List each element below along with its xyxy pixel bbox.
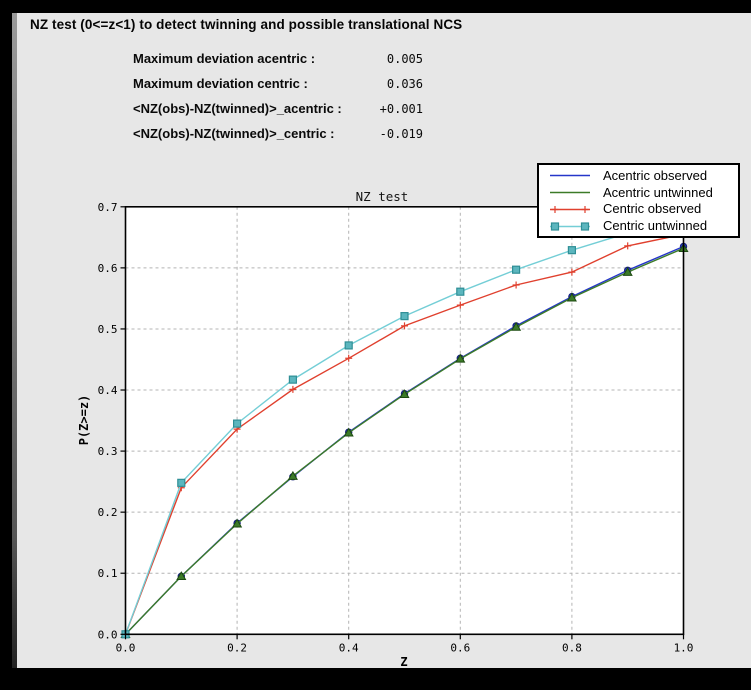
stat-row-nz-diff-acentric: <NZ(obs)-NZ(twinned)>_acentric : +0.001 <box>133 100 423 117</box>
stat-value: -0.019 <box>379 126 423 141</box>
legend-line-sample-icon <box>550 222 590 231</box>
stat-row-max-dev-centric: Maximum deviation centric : 0.036 <box>133 75 423 92</box>
svg-text:0.0: 0.0 <box>116 641 136 654</box>
svg-text:0.4: 0.4 <box>98 384 118 397</box>
chart-legend: Acentric observed Acentric untwinned Cen… <box>537 163 740 238</box>
svg-text:0.2: 0.2 <box>98 506 118 519</box>
stat-label: Maximum deviation centric : <box>133 76 308 91</box>
svg-text:0.5: 0.5 <box>98 323 118 336</box>
legend-label: Centric observed <box>603 201 702 217</box>
legend-label: Acentric untwinned <box>603 184 713 200</box>
svg-text:0.1: 0.1 <box>98 567 118 580</box>
stat-label: Maximum deviation acentric : <box>133 51 316 66</box>
legend-line-sample-icon <box>550 191 590 194</box>
svg-text:0.2: 0.2 <box>227 641 247 654</box>
stat-row-nz-diff-centric: <NZ(obs)-NZ(twinned)>_centric : -0.019 <box>133 125 423 142</box>
legend-label: Acentric observed <box>603 167 708 183</box>
legend-label: Centric untwinned <box>603 218 708 234</box>
legend-line-sample-icon <box>550 175 590 177</box>
legend-line-sample-icon <box>550 205 590 213</box>
stat-row-max-dev-acentric: Maximum deviation acentric : 0.005 <box>133 50 423 67</box>
stat-value: 0.036 <box>386 76 423 91</box>
stat-label: <NZ(obs)-NZ(twinned)>_acentric : <box>133 101 342 116</box>
svg-text:NZ test: NZ test <box>356 189 409 204</box>
legend-item-acentric-observed: Acentric observed <box>539 167 738 184</box>
svg-text:0.3: 0.3 <box>98 445 118 458</box>
window-edge <box>12 13 17 668</box>
stat-value: +0.001 <box>379 101 423 116</box>
svg-text:P(Z>=z): P(Z>=z) <box>77 395 91 446</box>
svg-text:0.4: 0.4 <box>339 641 359 654</box>
legend-item-acentric-untwinned: Acentric untwinned <box>539 184 738 201</box>
legend-item-centric-untwinned: Centric untwinned <box>539 217 738 234</box>
svg-text:0.8: 0.8 <box>562 641 582 654</box>
page-title: NZ test (0<=z<1) to detect twinning and … <box>30 17 463 32</box>
svg-text:1.0: 1.0 <box>674 641 694 654</box>
stat-value: 0.005 <box>386 51 423 66</box>
svg-text:0.0: 0.0 <box>98 628 118 641</box>
svg-text:0.6: 0.6 <box>98 262 118 275</box>
svg-text:0.7: 0.7 <box>98 201 118 214</box>
svg-text:Z: Z <box>400 655 407 669</box>
svg-text:0.6: 0.6 <box>450 641 470 654</box>
legend-item-centric-observed: Centric observed <box>539 201 738 218</box>
stat-label: <NZ(obs)-NZ(twinned)>_centric : <box>133 126 335 141</box>
